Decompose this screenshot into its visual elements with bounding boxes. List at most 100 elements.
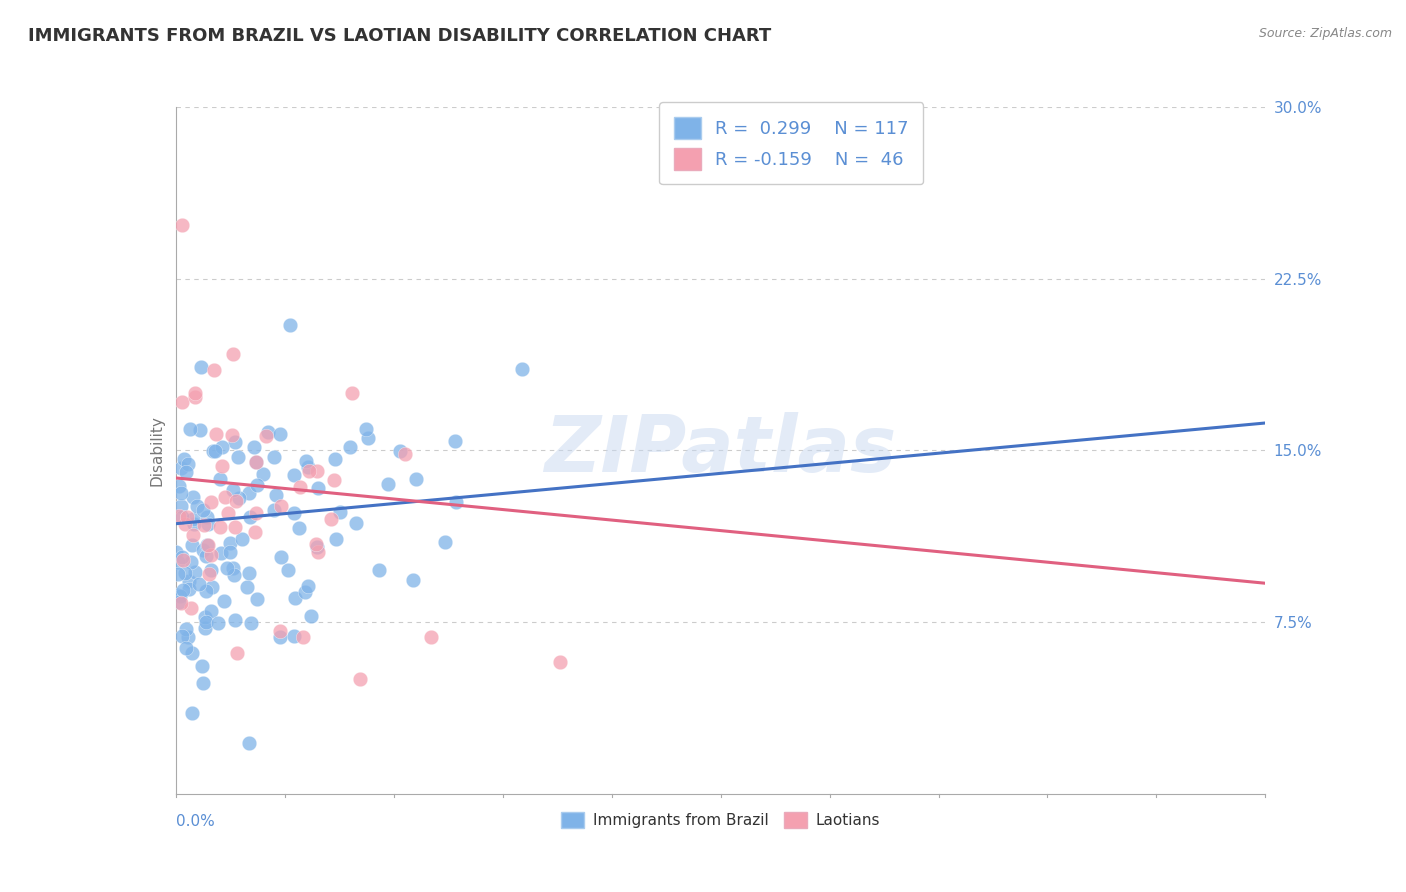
Point — [277, 563, 299, 577]
Point — [174, 622, 197, 636]
Point — [434, 535, 457, 549]
Point — [339, 440, 361, 454]
Point — [236, 580, 259, 594]
Point — [184, 566, 207, 580]
Point — [405, 472, 427, 486]
Point — [215, 561, 238, 575]
Point — [222, 560, 245, 574]
Point — [193, 542, 215, 557]
Legend: Immigrants from Brazil, Laotians: Immigrants from Brazil, Laotians — [554, 806, 887, 834]
Point — [166, 555, 188, 569]
Point — [349, 673, 371, 687]
Point — [263, 450, 285, 464]
Point — [197, 516, 219, 531]
Text: 0.0%: 0.0% — [176, 814, 215, 830]
Point — [194, 621, 217, 635]
Point — [172, 218, 194, 232]
Point — [298, 464, 321, 478]
Point — [288, 480, 311, 494]
Point — [295, 453, 318, 467]
Point — [444, 434, 467, 448]
Point — [238, 736, 260, 750]
Point — [176, 509, 198, 524]
Point — [200, 604, 222, 618]
Point — [181, 528, 204, 542]
Point — [167, 595, 190, 609]
Point — [180, 555, 202, 569]
Point — [297, 579, 319, 593]
Point — [173, 452, 195, 467]
Point — [278, 318, 301, 333]
Point — [269, 624, 291, 638]
Point — [224, 519, 246, 533]
Point — [207, 615, 229, 630]
Point — [420, 630, 443, 644]
Point — [172, 549, 194, 564]
Point — [170, 510, 193, 524]
Point — [183, 386, 205, 401]
Point — [209, 546, 232, 560]
Point — [222, 347, 245, 361]
Point — [201, 580, 224, 594]
Point — [239, 510, 262, 524]
Point — [173, 566, 195, 581]
Point — [193, 676, 215, 690]
Point — [205, 427, 228, 442]
Point — [200, 494, 222, 508]
Point — [186, 499, 208, 513]
Point — [240, 616, 263, 631]
Point — [204, 444, 226, 458]
Point — [548, 655, 571, 669]
Point — [202, 444, 225, 458]
Point — [183, 490, 205, 504]
Point — [254, 429, 277, 443]
Point — [181, 646, 204, 660]
Point — [194, 549, 217, 563]
Point — [184, 390, 207, 404]
Point — [510, 362, 533, 376]
Point — [388, 443, 411, 458]
Point — [169, 508, 191, 523]
Point — [224, 613, 246, 627]
Point — [269, 427, 291, 442]
Point — [305, 541, 328, 555]
Point — [166, 588, 188, 602]
Point — [292, 630, 315, 644]
Point — [323, 452, 346, 467]
Point — [170, 486, 193, 500]
Point — [246, 592, 269, 607]
Point — [307, 464, 329, 478]
Point — [225, 493, 247, 508]
Point — [356, 431, 378, 445]
Point — [170, 394, 193, 409]
Point — [269, 630, 291, 644]
Point — [194, 615, 217, 629]
Point — [179, 574, 201, 588]
Point — [187, 577, 209, 591]
Point — [284, 591, 307, 606]
Point — [297, 460, 319, 475]
Point — [226, 646, 249, 660]
Point — [354, 422, 377, 436]
Point — [209, 472, 232, 486]
Point — [238, 486, 260, 500]
Point — [402, 573, 425, 587]
Point — [238, 566, 260, 580]
Point — [245, 506, 267, 520]
Point — [209, 520, 232, 534]
Point — [183, 517, 205, 532]
Point — [299, 609, 322, 624]
Point — [172, 583, 194, 598]
Point — [170, 629, 193, 643]
Point — [195, 538, 218, 552]
Point — [245, 455, 267, 469]
Point — [283, 629, 305, 643]
Point — [195, 509, 218, 524]
Point — [219, 536, 242, 550]
Point — [304, 537, 326, 551]
Point — [211, 440, 233, 454]
Point — [283, 506, 305, 520]
Point — [181, 511, 204, 525]
Point — [219, 545, 242, 559]
Point — [177, 457, 200, 471]
